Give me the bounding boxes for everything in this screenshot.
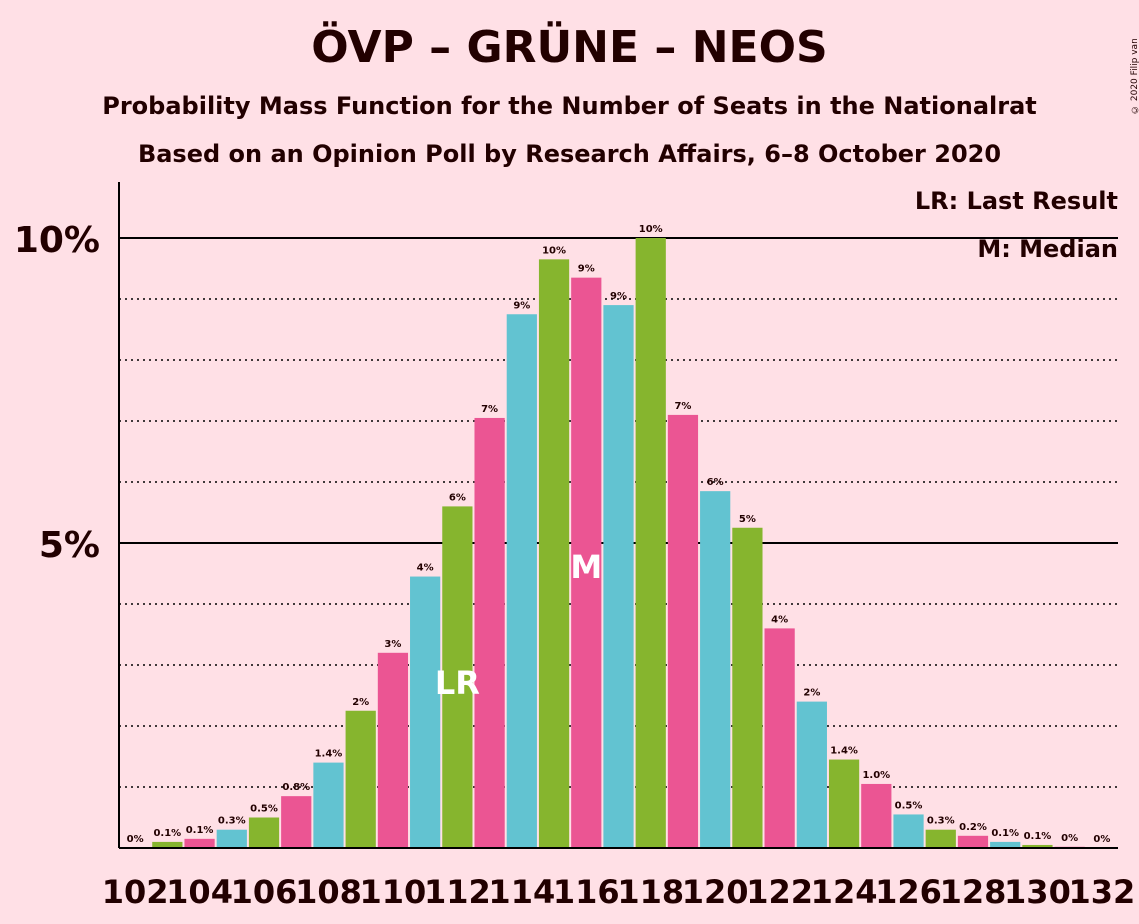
data-label-116: 9% [578,264,595,275]
x-tick-label: 128 [940,873,1007,911]
y-tick-label: 5% [39,525,100,566]
bar-125 [861,783,892,848]
chart-title: ÖVP – GRÜNE – NEOS [311,22,828,73]
x-tick-label: 116 [553,873,620,911]
bar-108 [313,762,344,848]
data-label-122: 4% [771,614,788,625]
x-tick-label: 118 [617,873,684,911]
data-label-121: 5% [739,514,756,525]
y-tick-label: 10% [14,220,100,261]
bar-127 [925,829,956,848]
bars [152,238,1085,849]
data-label-126: 0.5% [895,800,923,811]
bar-116 [571,277,602,848]
last-result-marker: LR [435,664,480,702]
data-label-107: 0.8% [282,782,310,793]
x-tick-label: 114 [488,873,555,911]
x-tick-labels: 1021041061081101121141161181201221241261… [102,873,1136,911]
data-label-115: 10% [542,245,566,256]
bar-128 [957,835,989,848]
x-tick-label: 106 [231,873,298,911]
data-label-129: 0.1% [991,828,1019,839]
bar-109 [345,710,376,848]
bar-107 [281,796,312,848]
data-label-113: 7% [481,404,498,415]
data-label-123: 2% [803,688,820,699]
bar-106 [248,817,280,848]
data-label-104: 0.1% [186,825,214,836]
legend-last-result: LR: Last Result [915,187,1118,215]
data-labels: 0% 0.1% 0.1% 0.3% 0.5% 0.8% 1.4% 2% 3% 4% 6% 7% 9% 10… [127,224,1111,845]
data-label-118: 10% [639,224,663,235]
chart-subtitle: Probability Mass Function for the Number… [102,92,1037,120]
data-label-111: 4% [417,563,434,574]
bar-121 [732,527,763,848]
markers: LR M [435,548,602,702]
bar-130 [1022,844,1053,848]
data-label-105: 0.3% [218,816,246,827]
bar-122 [764,628,795,848]
bar-117 [603,305,634,849]
data-label-120: 6% [707,477,724,488]
bar-114 [506,314,537,848]
data-label-103: 0.1% [153,828,181,839]
x-tick-label: 132 [1068,873,1135,911]
legend: LR: Last Result M: Median [915,187,1118,263]
bar-104 [184,838,215,848]
y-tick-labels: 5% 10% [14,220,100,566]
median-marker: M [570,548,602,586]
x-tick-label: 110 [360,873,427,911]
x-tick-label: 130 [1004,873,1071,911]
data-label-102: 0% [127,834,144,845]
bar-112 [442,506,473,848]
bar-105 [216,829,247,848]
legend-median: M: Median [977,235,1118,263]
bar-129 [990,841,1021,848]
x-tick-label: 124 [811,873,878,911]
data-label-131: 0% [1061,833,1078,844]
data-label-110: 3% [384,639,401,650]
x-tick-label: 122 [746,873,813,911]
x-tick-label: 112 [424,873,491,911]
data-label-130: 0.1% [1024,831,1052,842]
data-label-127: 0.3% [927,816,955,827]
x-tick-label: 108 [295,873,362,911]
x-tick-label: 104 [166,873,233,911]
bar-120 [700,491,731,848]
data-label-119: 7% [674,401,691,412]
x-tick-label: 126 [875,873,942,911]
bar-113 [474,417,505,848]
x-tick-label: 102 [102,873,169,911]
data-label-117: 9% [610,291,627,302]
bar-110 [377,652,409,848]
data-label-114: 9% [513,300,530,311]
bar-123 [796,701,827,848]
data-label-132: 0% [1093,834,1110,845]
bar-119 [667,414,699,848]
data-label-125: 1.0% [862,770,890,781]
data-label-109: 2% [352,697,369,708]
data-label-112: 6% [449,492,466,503]
bar-126 [893,814,924,848]
data-label-108: 1.4% [315,749,343,760]
bar-124 [828,759,860,848]
bar-115 [538,259,570,849]
bar-103 [152,841,183,848]
x-tick-label: 120 [682,873,749,911]
data-label-106: 0.5% [250,804,278,815]
chart-source-subtitle: Based on an Opinion Poll by Research Aff… [137,140,1002,168]
bar-118 [635,238,666,848]
data-label-124: 1.4% [830,746,858,757]
data-label-128: 0.2% [959,822,987,833]
axes [118,182,1118,849]
bar-111 [410,576,441,848]
